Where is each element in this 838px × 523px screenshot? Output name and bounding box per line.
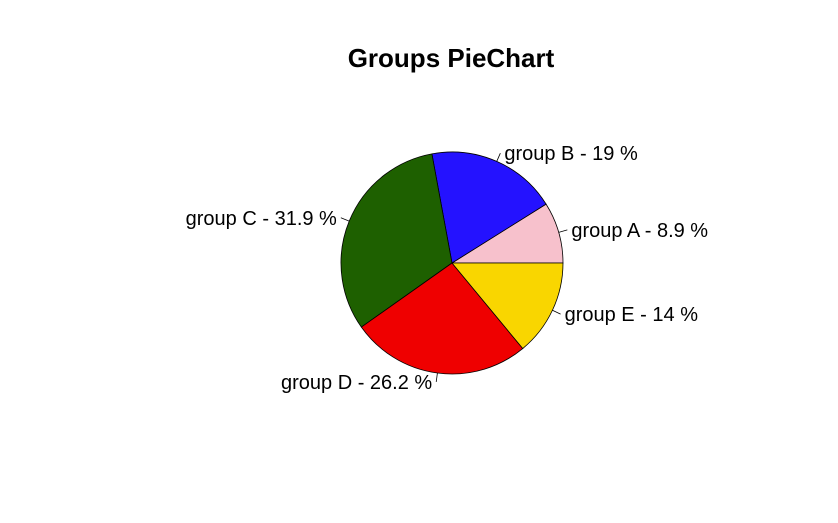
pie-label-0: group A - 8.9 % [571, 220, 708, 242]
pie-tick-0 [558, 229, 568, 233]
pie-label-4: group E - 14 % [565, 304, 699, 326]
pie-label-1: group B - 19 % [504, 143, 638, 165]
pie-slice-3 [360, 262, 524, 375]
pie-label-3: group D - 26.2 % [281, 372, 432, 394]
chart-title: Groups PieChart [348, 43, 555, 73]
pie-tick-3 [435, 372, 438, 383]
pie-slice-4 [451, 262, 564, 350]
pie-slices [340, 151, 564, 375]
pie-label-ticks [340, 153, 568, 383]
pie-label-2: group C - 31.9 % [186, 208, 337, 230]
pie-tick-2 [340, 217, 350, 222]
pie-labels: group A - 8.9 % group B - 19 % group C - 3… [186, 143, 709, 394]
pie-tick-1 [496, 153, 501, 162]
pie-tick-4 [552, 309, 561, 315]
pie-slice-2 [340, 153, 453, 328]
